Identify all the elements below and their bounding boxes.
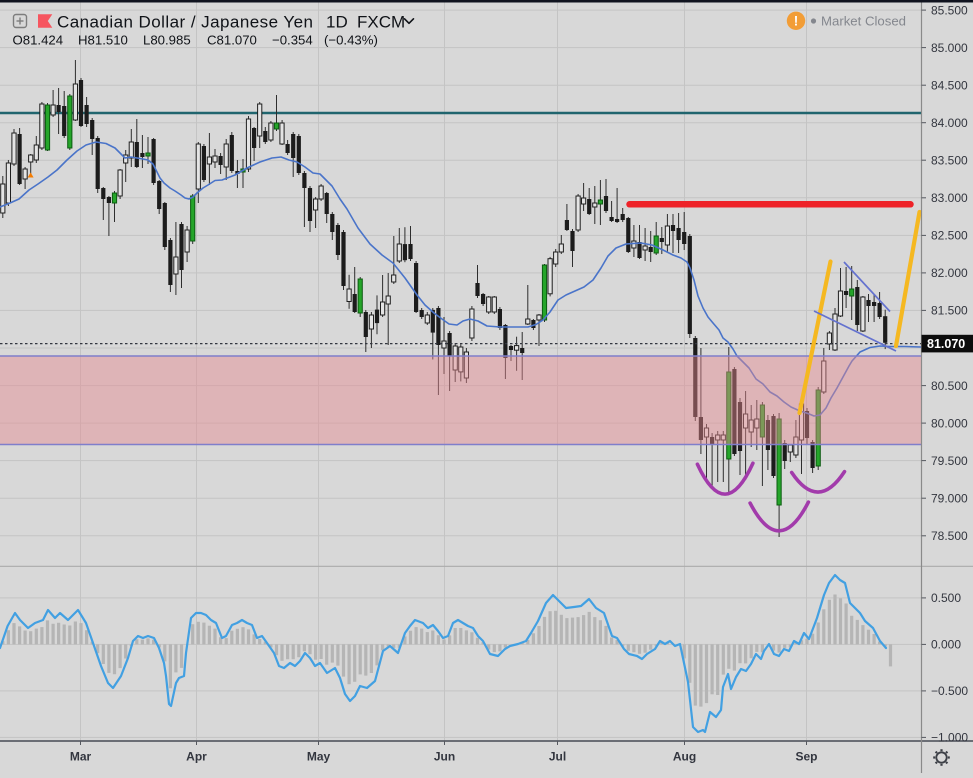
svg-text:Market Closed: Market Closed [821,14,906,29]
svg-text:Canadian Dollar / Japanese Yen: Canadian Dollar / Japanese Yen [57,13,313,32]
svg-text:Mar: Mar [70,750,92,764]
svg-text:81.500: 81.500 [931,304,968,318]
svg-text:81.070: 81.070 [927,337,965,351]
svg-text:O81.424: O81.424 [13,33,64,48]
svg-text:83.500: 83.500 [931,153,968,167]
svg-text:79.500: 79.500 [931,454,968,468]
svg-text:−0.354: −0.354 [272,33,313,48]
svg-text:84.500: 84.500 [931,78,968,92]
svg-text:80.000: 80.000 [931,416,968,430]
svg-text:82.500: 82.500 [931,229,968,243]
svg-text:80.500: 80.500 [931,379,968,393]
svg-text:FXCM: FXCM [357,13,405,32]
svg-text:Jun: Jun [434,750,455,764]
svg-text:84.000: 84.000 [931,116,968,130]
svg-text:(−0.43%): (−0.43%) [324,33,378,48]
svg-text:79.000: 79.000 [931,491,968,505]
svg-text:L80.985: L80.985 [143,33,191,48]
svg-text:Sep: Sep [795,750,817,764]
svg-text:0.000: 0.000 [931,638,961,652]
svg-text:82.000: 82.000 [931,266,968,280]
svg-text:85.000: 85.000 [931,41,968,55]
svg-text:May: May [307,750,331,764]
svg-text:Jul: Jul [549,750,566,764]
svg-text:Apr: Apr [186,750,207,764]
svg-text:83.000: 83.000 [931,191,968,205]
svg-text:C81.070: C81.070 [207,33,257,48]
svg-text:!: ! [794,14,799,29]
svg-text:−0.500: −0.500 [931,684,968,698]
svg-text:78.500: 78.500 [931,529,968,543]
svg-text:Aug: Aug [673,750,696,764]
svg-text:85.500: 85.500 [931,3,968,17]
svg-text:H81.510: H81.510 [78,33,128,48]
svg-text:1D: 1D [326,13,348,32]
svg-text:0.500: 0.500 [931,591,961,605]
svg-text:−1.000: −1.000 [931,731,968,745]
